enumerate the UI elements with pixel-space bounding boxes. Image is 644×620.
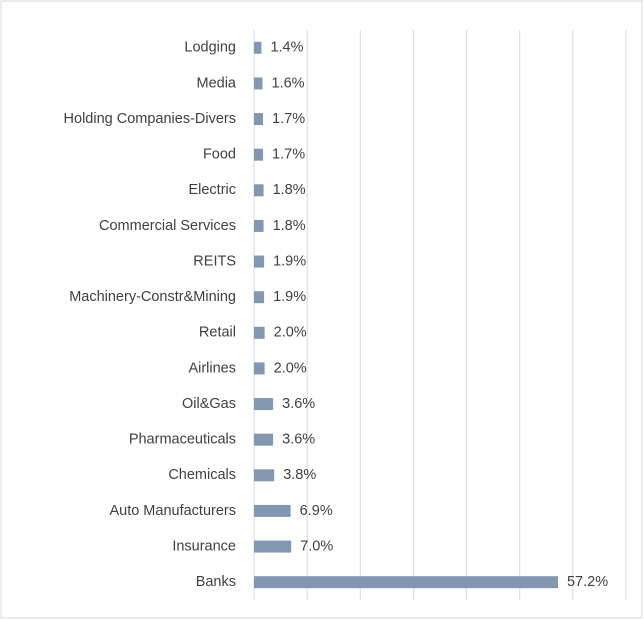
bar	[254, 469, 275, 482]
bar	[254, 148, 264, 161]
bar	[254, 219, 264, 232]
data-label: 1.7%	[272, 111, 305, 127]
bar	[254, 184, 264, 197]
bar	[254, 113, 264, 126]
data-label: 2.0%	[274, 325, 307, 341]
data-label: 2.0%	[274, 360, 307, 376]
data-label: 1.7%	[272, 147, 305, 163]
bar	[254, 362, 265, 375]
data-label: 3.8%	[283, 467, 316, 483]
y-tick-label: Chemicals	[168, 467, 236, 483]
data-label: 1.8%	[273, 182, 306, 198]
y-tick-label: Commercial Services	[99, 218, 236, 234]
y-tick-label: Food	[203, 147, 236, 163]
data-label: 7.0%	[300, 538, 333, 554]
y-tick-label: Pharmaceuticals	[129, 432, 236, 448]
bar	[254, 255, 265, 268]
y-tick-label: Auto Manufacturers	[109, 503, 236, 519]
bar	[254, 77, 263, 90]
y-tick-label: Electric	[188, 182, 236, 198]
data-label: 1.4%	[270, 40, 303, 56]
y-tick-label: Oil&Gas	[182, 396, 236, 412]
data-label: 3.6%	[282, 432, 315, 448]
y-tick-label: Media	[197, 75, 237, 91]
data-label: 57.2%	[567, 574, 608, 590]
bar	[254, 291, 265, 304]
bar	[254, 41, 262, 54]
data-label: 1.9%	[273, 253, 306, 269]
y-tick-label: Banks	[196, 574, 236, 590]
bar	[254, 326, 265, 339]
y-tick-label: Machinery-Constr&Mining	[69, 289, 236, 305]
bar	[254, 540, 292, 553]
y-tick-label: REITS	[193, 253, 236, 269]
data-label: 1.8%	[273, 218, 306, 234]
bar	[254, 433, 274, 446]
bar	[254, 576, 558, 589]
y-tick-label: Insurance	[172, 538, 236, 554]
data-label: 6.9%	[300, 503, 333, 519]
data-label: 1.9%	[273, 289, 306, 305]
data-label: 3.6%	[282, 396, 315, 412]
y-tick-label: Lodging	[184, 40, 236, 56]
y-tick-label: Holding Companies-Divers	[64, 111, 236, 127]
bar	[254, 504, 291, 517]
data-label: 1.6%	[272, 75, 305, 91]
bar	[254, 398, 274, 411]
y-tick-label: Airlines	[188, 360, 236, 376]
y-tick-label: Retail	[199, 325, 236, 341]
